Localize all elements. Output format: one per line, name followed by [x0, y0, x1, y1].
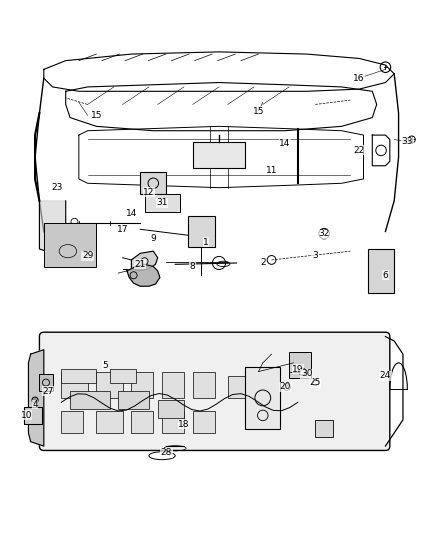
- Polygon shape: [28, 350, 44, 446]
- Circle shape: [32, 397, 38, 403]
- Bar: [61, 369, 96, 383]
- Bar: [24, 407, 42, 424]
- Bar: [140, 172, 166, 194]
- Bar: [315, 420, 333, 437]
- Bar: [44, 223, 96, 266]
- Bar: [131, 372, 153, 398]
- Text: 4: 4: [32, 400, 38, 409]
- Text: 20: 20: [279, 383, 290, 391]
- Polygon shape: [127, 264, 160, 286]
- Text: 28: 28: [161, 448, 172, 457]
- Text: 6: 6: [382, 271, 389, 280]
- Text: 19: 19: [292, 365, 304, 374]
- Bar: [118, 391, 149, 409]
- Text: 1: 1: [203, 238, 209, 247]
- Bar: [289, 352, 311, 378]
- Bar: [162, 411, 184, 433]
- FancyBboxPatch shape: [39, 332, 390, 450]
- Bar: [368, 249, 394, 293]
- Text: 9: 9: [150, 233, 156, 243]
- Text: 30: 30: [301, 369, 312, 378]
- Text: 32: 32: [318, 229, 330, 238]
- Text: 15: 15: [91, 111, 102, 120]
- Polygon shape: [39, 201, 66, 253]
- Bar: [61, 411, 83, 433]
- Text: 11: 11: [266, 166, 277, 175]
- Bar: [61, 372, 88, 398]
- Text: 18: 18: [178, 419, 190, 429]
- Text: 31: 31: [156, 198, 168, 207]
- Text: 21: 21: [134, 260, 146, 269]
- Text: 17: 17: [117, 225, 128, 234]
- Bar: [193, 142, 245, 168]
- Text: 16: 16: [353, 74, 365, 83]
- Bar: [193, 411, 215, 433]
- Polygon shape: [131, 251, 158, 271]
- Text: 23: 23: [51, 183, 63, 192]
- Bar: [39, 374, 53, 391]
- Text: 15: 15: [253, 107, 264, 116]
- Bar: [110, 369, 136, 383]
- Bar: [96, 372, 123, 398]
- Bar: [193, 372, 215, 398]
- Bar: [162, 372, 184, 398]
- Text: 3: 3: [312, 251, 318, 260]
- Bar: [70, 391, 110, 409]
- Bar: [131, 411, 153, 433]
- Text: 14: 14: [126, 209, 137, 219]
- Text: 22: 22: [353, 146, 365, 155]
- Text: 14: 14: [279, 139, 290, 148]
- Text: 5: 5: [102, 360, 108, 369]
- Bar: [145, 194, 180, 212]
- Text: 10: 10: [21, 411, 32, 420]
- Bar: [188, 216, 215, 247]
- Bar: [96, 411, 123, 433]
- Text: 33: 33: [402, 137, 413, 146]
- Bar: [228, 376, 245, 398]
- Bar: [245, 367, 280, 429]
- Text: 24: 24: [380, 372, 391, 381]
- Text: 12: 12: [143, 188, 155, 197]
- Text: 29: 29: [82, 251, 93, 260]
- Text: 27: 27: [42, 387, 54, 396]
- Text: 2: 2: [260, 257, 265, 266]
- Bar: [158, 400, 184, 418]
- Text: 25: 25: [310, 378, 321, 387]
- Text: 8: 8: [190, 262, 196, 271]
